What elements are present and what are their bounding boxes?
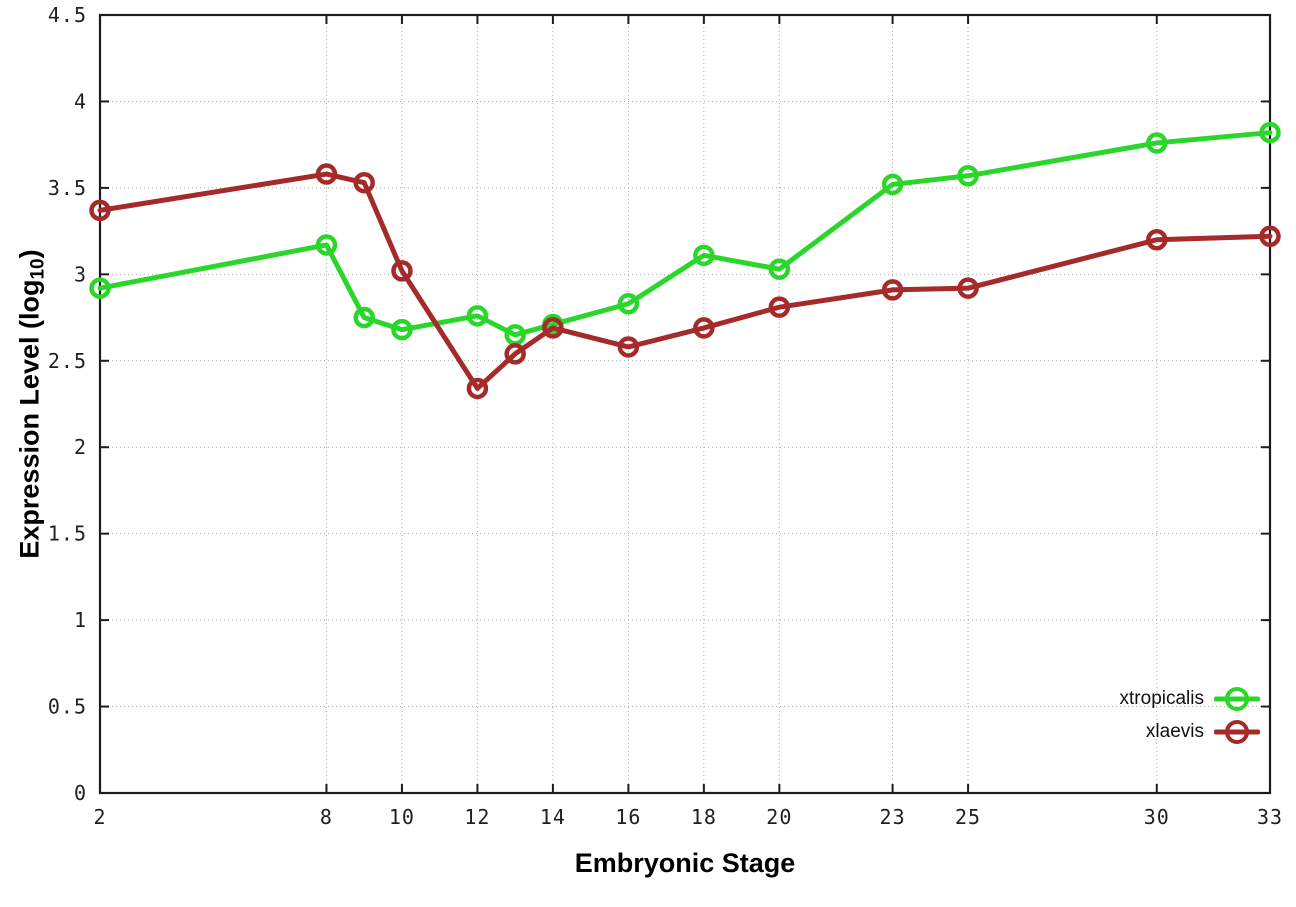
data-point-xtropicalis bbox=[391, 318, 413, 341]
data-point-xtropicalis bbox=[466, 305, 489, 327]
data-point-xlaevis bbox=[1146, 229, 1168, 251]
legend-item-xtropicalis: xtropicalis bbox=[1120, 682, 1260, 715]
legend-sample-xtropicalis bbox=[1214, 686, 1260, 712]
x-tick-label: 33 bbox=[1257, 805, 1283, 829]
y-axis-title-main: Expression Level (log bbox=[14, 279, 45, 559]
data-point-xtropicalis bbox=[957, 165, 979, 187]
legend-circle-icon bbox=[1225, 686, 1249, 711]
x-tick-label: 2 bbox=[93, 805, 106, 829]
data-point-xtropicalis bbox=[1146, 132, 1168, 154]
y-tick-label: 1 bbox=[74, 608, 87, 632]
plot-border bbox=[98, 13, 1272, 795]
legend-label-xlaevis: xlaevis bbox=[1145, 720, 1204, 742]
data-point-xlaevis bbox=[617, 336, 640, 358]
data-point-xtropicalis bbox=[617, 292, 640, 315]
y-axis-title-end: ) bbox=[14, 249, 45, 259]
legend-sample-xlaevis bbox=[1214, 719, 1260, 745]
data-point-xtropicalis bbox=[89, 277, 111, 299]
y-tick-label: 2.5 bbox=[48, 349, 87, 373]
x-tick-label: 18 bbox=[691, 805, 717, 829]
legend-label-xtropicalis: xtropicalis bbox=[1119, 687, 1204, 709]
data-point-xtropicalis bbox=[315, 234, 338, 256]
x-tick-label: 30 bbox=[1144, 805, 1170, 829]
x-tick-label: 16 bbox=[615, 805, 641, 829]
y-tick-label: 4 bbox=[74, 89, 87, 113]
y-tick-label: 4.5 bbox=[48, 3, 87, 27]
data-point-xlaevis bbox=[315, 163, 338, 185]
data-point-xlaevis bbox=[1259, 225, 1281, 248]
y-tick-label: 0 bbox=[74, 781, 87, 805]
legend-circle-icon bbox=[1225, 719, 1249, 744]
legend-item-xlaevis: xlaevis bbox=[1120, 715, 1260, 748]
data-point-xtropicalis bbox=[1259, 121, 1281, 144]
x-tick-label: 20 bbox=[766, 805, 792, 829]
data-point-xtropicalis bbox=[768, 258, 791, 280]
y-axis-title: Expression Level (log10) bbox=[15, 249, 50, 558]
y-tick-label: 2 bbox=[74, 435, 87, 459]
y-tick-label: 3.5 bbox=[48, 176, 87, 200]
x-tick-label: 25 bbox=[955, 805, 981, 829]
data-point-xlaevis bbox=[881, 279, 904, 301]
data-point-xtropicalis bbox=[693, 244, 715, 267]
data-point-xlaevis bbox=[353, 171, 375, 194]
y-tick-label: 1.5 bbox=[48, 522, 87, 546]
series-line-xtropicalis bbox=[97, 130, 1273, 338]
data-point-xtropicalis bbox=[353, 306, 375, 329]
y-tick-label: 3 bbox=[74, 262, 87, 286]
data-point-xlaevis bbox=[768, 296, 791, 318]
series-line-xlaevis bbox=[97, 171, 1273, 391]
data-point-xlaevis bbox=[466, 377, 489, 400]
data-point-xlaevis bbox=[504, 343, 526, 365]
x-axis-title: Embryonic Stage bbox=[574, 848, 796, 878]
data-point-xlaevis bbox=[391, 260, 413, 282]
x-tick-label: 10 bbox=[389, 805, 415, 829]
y-tick-label: 0.5 bbox=[48, 695, 87, 719]
data-point-xlaevis bbox=[542, 317, 564, 339]
data-point-xlaevis bbox=[957, 277, 979, 299]
x-tick-label: 14 bbox=[540, 805, 566, 829]
x-tick-label: 12 bbox=[464, 805, 490, 829]
y-axis-title-subscript: 10 bbox=[27, 258, 49, 280]
data-point-xlaevis bbox=[693, 317, 715, 339]
x-tick-label: 23 bbox=[880, 805, 906, 829]
legend: xtropicalis xlaevis bbox=[1120, 682, 1260, 748]
data-point-xtropicalis bbox=[881, 173, 904, 196]
data-point-xlaevis bbox=[89, 199, 111, 222]
x-tick-label: 8 bbox=[320, 805, 333, 829]
